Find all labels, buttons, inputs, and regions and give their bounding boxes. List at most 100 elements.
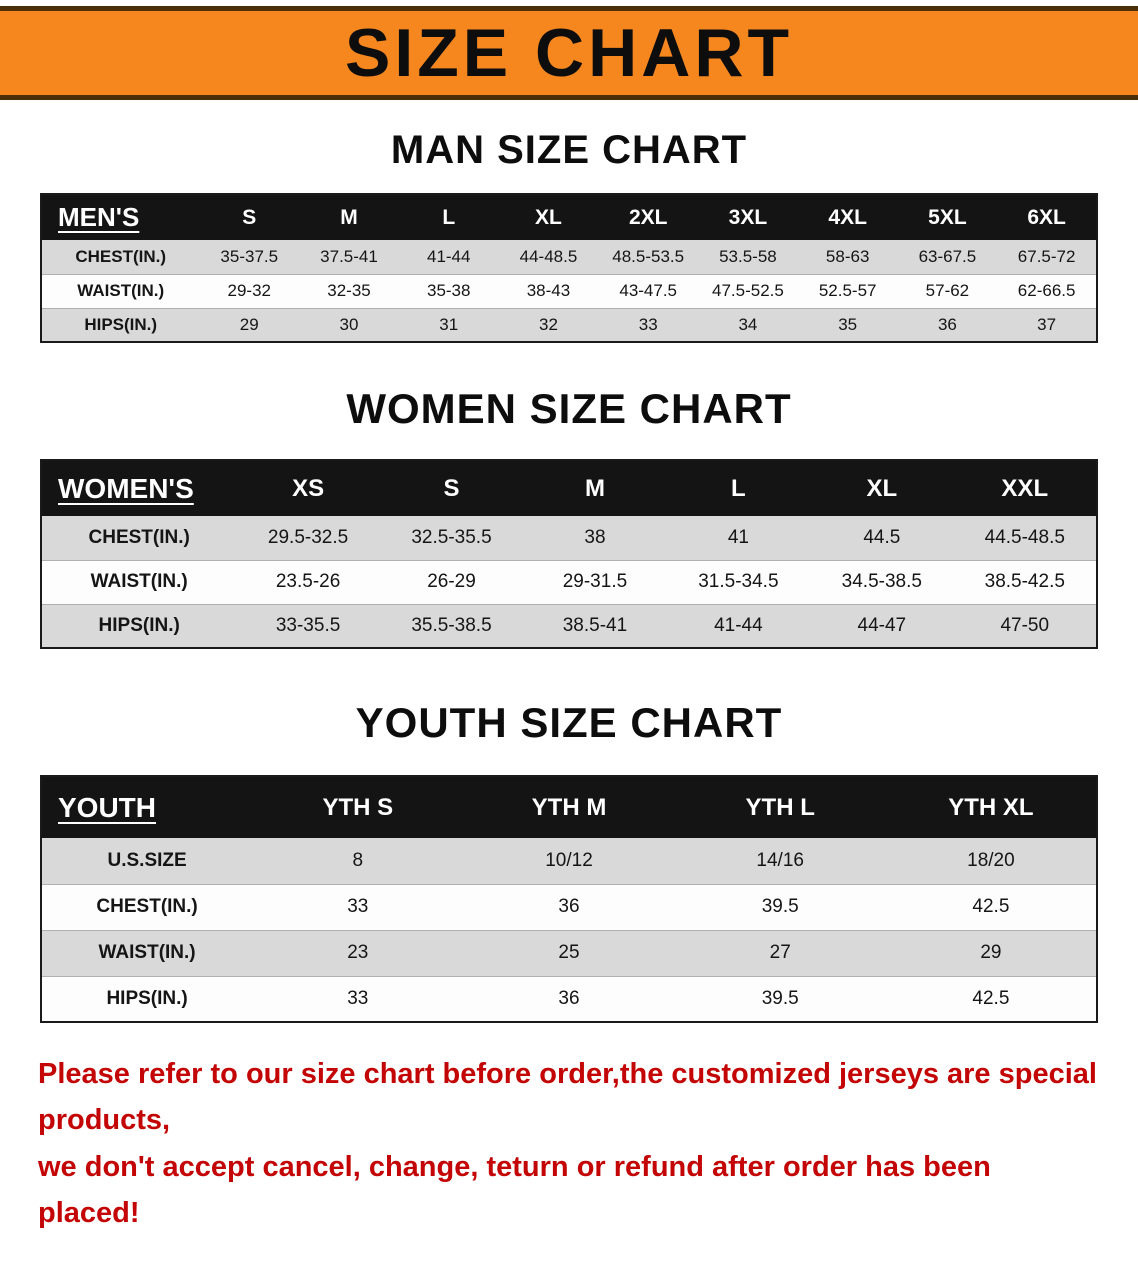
row-label-cell: HIPS(IN.) bbox=[106, 987, 188, 1009]
value-cell: 33 bbox=[347, 896, 369, 917]
value-cell: 41-44 bbox=[714, 614, 763, 636]
men-section: MAN SIZE CHART MEN'S S M L XL 2XL 3XL 4XL 5XL 6XL… bbox=[0, 128, 1138, 343]
value-cell: 38.5-41 bbox=[562, 614, 628, 636]
value-cell: 47.5-52.5 bbox=[712, 281, 784, 300]
men-section-heading: MAN SIZE CHART bbox=[390, 128, 748, 172]
value-cell: 43-47.5 bbox=[619, 281, 678, 300]
table-row: WAIST(IN.) 23.5-26 26-29 29-31.5 31.5-34.5 34… bbox=[41, 560, 1097, 604]
table-row: HIPS(IN.) 29 30 31 32 33 34 35 36 37 bbox=[41, 308, 1097, 342]
value-cell: 44-47 bbox=[857, 614, 907, 636]
size-header-cell: XS bbox=[236, 460, 380, 516]
size-header-cell: YTH XL bbox=[885, 776, 1097, 838]
size-header-cell: 5XL bbox=[897, 194, 998, 240]
row-label-cell: HIPS(IN.) bbox=[98, 614, 180, 636]
banner: SIZE CHART bbox=[0, 6, 1138, 100]
value-cell: 44-48.5 bbox=[519, 246, 578, 266]
women-section: WOMEN SIZE CHART WOMEN'S XS S M L XL XXL CHEST(… bbox=[0, 385, 1138, 649]
size-header-cell: XL bbox=[810, 460, 954, 516]
size-header-cell: L bbox=[666, 460, 811, 516]
table-row: HIPS(IN.) 33-35.5 35.5-38.5 38.5-41 41-44 44-… bbox=[41, 604, 1097, 648]
size-header-cell: S bbox=[379, 460, 524, 516]
value-cell: 47-50 bbox=[1000, 614, 1050, 636]
value-cell: 53.5-58 bbox=[719, 246, 777, 266]
table-row: HIPS(IN.) 33 36 39.5 42.5 bbox=[41, 976, 1097, 1022]
value-cell: 36 bbox=[558, 896, 580, 917]
table-header-row: YOUTH YTH S YTH M YTH L YTH XL bbox=[41, 776, 1097, 838]
value-cell: 36 bbox=[937, 314, 957, 334]
table-row: WAIST(IN.) 23 25 27 29 bbox=[41, 930, 1097, 976]
value-cell: 32.5-35.5 bbox=[411, 526, 492, 548]
size-header-cell: M bbox=[523, 460, 667, 516]
value-cell: 38 bbox=[584, 526, 606, 548]
table-row: CHEST(IN.) 33 36 39.5 42.5 bbox=[41, 884, 1097, 930]
value-cell: 31.5-34.5 bbox=[698, 571, 779, 592]
size-header-cell: YTH S bbox=[252, 776, 464, 838]
value-cell: 35-38 bbox=[426, 281, 471, 300]
value-cell: 29-32 bbox=[227, 281, 271, 300]
value-cell: 32-35 bbox=[327, 281, 371, 300]
value-cell: 30 bbox=[339, 314, 359, 334]
size-header-cell: XL bbox=[498, 194, 599, 240]
table-row: CHEST(IN.) 35-37.5 37.5-41 41-44 44-48.5 48.5… bbox=[41, 240, 1097, 274]
table-header-row: WOMEN'S XS S M L XL XXL bbox=[41, 460, 1097, 516]
row-label-cell: U.S.SIZE bbox=[107, 849, 187, 871]
value-cell: 38.5-42.5 bbox=[984, 571, 1065, 592]
size-header-cell: 2XL bbox=[598, 194, 699, 240]
value-cell: 37.5-41 bbox=[320, 246, 378, 266]
value-cell: 26-29 bbox=[427, 571, 476, 592]
value-cell: 29 bbox=[239, 314, 259, 334]
table-row: WAIST(IN.) 29-32 32-35 35-38 38-43 43-47.5 47.… bbox=[41, 274, 1097, 308]
size-header-cell: L bbox=[398, 194, 499, 240]
youth-size-table: YOUTH YTH S YTH M YTH L YTH XL U.S.SIZE 8 10/12… bbox=[40, 775, 1098, 1023]
value-cell: 23 bbox=[347, 942, 369, 963]
value-cell: 23.5-26 bbox=[275, 571, 341, 592]
value-cell: 42.5 bbox=[972, 896, 1010, 917]
size-header-cell: XXL bbox=[953, 460, 1097, 516]
value-cell: 58-63 bbox=[825, 246, 870, 266]
value-cell: 48.5-53.5 bbox=[612, 246, 685, 266]
value-cell: 33 bbox=[638, 314, 658, 334]
value-cell: 29 bbox=[980, 942, 1002, 963]
value-cell: 36 bbox=[558, 987, 580, 1009]
row-label-cell: WAIST(IN.) bbox=[77, 281, 165, 300]
value-cell: 42.5 bbox=[972, 987, 1010, 1009]
disclaimer-line-1: Please refer to our size chart before or… bbox=[38, 1058, 1097, 1137]
value-cell: 35-37.5 bbox=[220, 246, 279, 266]
value-cell: 63-67.5 bbox=[918, 246, 977, 266]
value-cell: 39.5 bbox=[761, 896, 799, 917]
value-cell: 39.5 bbox=[761, 987, 799, 1009]
size-header-cell: 6XL bbox=[997, 194, 1097, 240]
value-cell: 33 bbox=[347, 987, 369, 1009]
value-cell: 41 bbox=[727, 526, 749, 548]
table-title-cell: MEN'S bbox=[41, 194, 200, 240]
value-cell: 18/20 bbox=[967, 849, 1015, 871]
row-label-cell: WAIST(IN.) bbox=[90, 571, 188, 592]
row-label-cell: HIPS(IN.) bbox=[84, 314, 158, 334]
value-cell: 8 bbox=[352, 849, 364, 871]
value-cell: 67.5-72 bbox=[1017, 246, 1076, 266]
value-cell: 34 bbox=[738, 314, 758, 334]
size-header-cell: YTH L bbox=[674, 776, 886, 838]
row-label-cell: CHEST(IN.) bbox=[88, 526, 190, 548]
value-cell: 34.5-38.5 bbox=[841, 571, 922, 592]
size-header-cell: YTH M bbox=[463, 776, 675, 838]
value-cell: 44.5-48.5 bbox=[984, 526, 1065, 548]
value-cell: 52.5-57 bbox=[818, 281, 877, 300]
value-cell: 41-44 bbox=[426, 246, 471, 266]
row-label-cell: CHEST(IN.) bbox=[75, 246, 167, 266]
value-cell: 31 bbox=[439, 314, 459, 334]
value-cell: 38-43 bbox=[526, 281, 571, 300]
row-label-cell: CHEST(IN.) bbox=[96, 896, 198, 917]
disclaimer: Please refer to our size chart before or… bbox=[38, 1051, 1100, 1237]
table-row: U.S.SIZE 8 10/12 14/16 18/20 bbox=[41, 838, 1097, 884]
size-header-cell: S bbox=[199, 194, 300, 240]
size-header-cell: M bbox=[299, 194, 399, 240]
row-label-cell: WAIST(IN.) bbox=[98, 942, 196, 963]
value-cell: 14/16 bbox=[756, 849, 804, 871]
men-size-table: MEN'S S M L XL 2XL 3XL 4XL 5XL 6XL CHEST(IN.) 35-37… bbox=[40, 193, 1098, 343]
youth-section-heading: YOUTH SIZE CHART bbox=[355, 699, 783, 746]
value-cell: 57-62 bbox=[925, 281, 970, 300]
value-cell: 27 bbox=[769, 942, 791, 963]
value-cell: 32 bbox=[539, 314, 558, 334]
value-cell: 62-66.5 bbox=[1017, 281, 1076, 300]
